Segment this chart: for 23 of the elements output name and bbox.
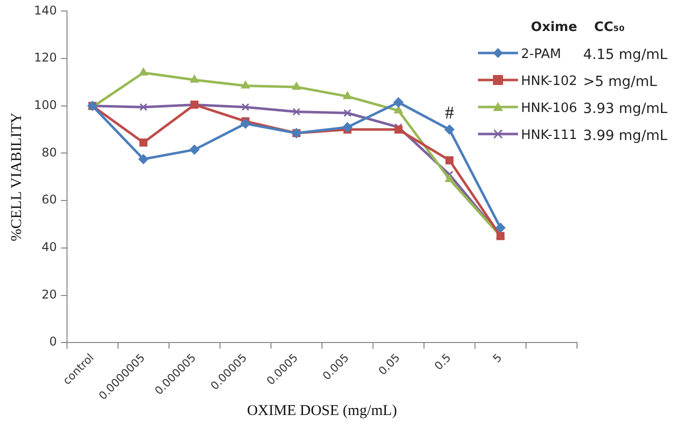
- y-tick-label: 120: [34, 50, 57, 65]
- y-tick-label: 60: [42, 192, 57, 207]
- legend-label: HNK-106: [520, 100, 578, 118]
- legend-label: HNK-102: [520, 73, 578, 91]
- legend-title: Oxime: [530, 19, 578, 37]
- text: 3.93 mg/mL: [582, 100, 668, 118]
- text: CC₅₀: [593, 19, 626, 37]
- x-tick-label: 5: [490, 351, 505, 366]
- y-tick-label: 20: [42, 287, 57, 302]
- y-tick-label: 40: [42, 240, 57, 254]
- text: 4.15 mg/mL: [582, 46, 668, 64]
- text: >5 mg/mL: [582, 72, 658, 92]
- legend-label: 2-PAM: [520, 46, 562, 64]
- annotation: #: [444, 102, 454, 122]
- y-tick-label: 80: [42, 145, 57, 160]
- y-tick-label: 140: [34, 3, 57, 18]
- text: 3.99 mg/mL: [582, 126, 668, 146]
- x-tick-label: 0.5: [432, 351, 454, 373]
- y-tick-label: 100: [34, 98, 57, 112]
- legend-label: HNK-111: [520, 127, 578, 145]
- x-axis-title: OXIME DOSE (mg/mL): [246, 402, 397, 419]
- y-tick-label: 0: [49, 334, 57, 349]
- y-axis-title: %CELL VIABILITY: [8, 112, 25, 242]
